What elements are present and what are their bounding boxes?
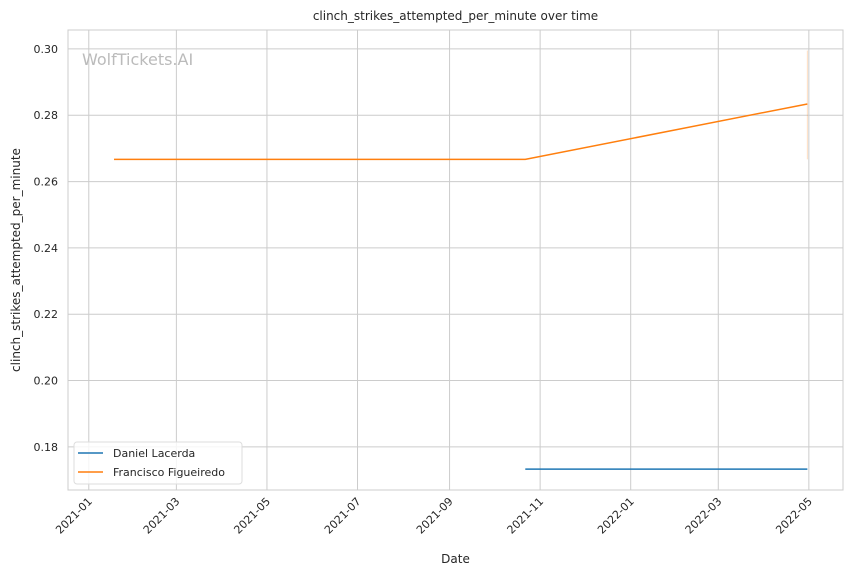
x-tick-label: 2021-09 [414, 495, 456, 537]
x-tick-label: 2021-01 [53, 495, 95, 537]
chart-title: clinch_strikes_attempted_per_minute over… [313, 9, 598, 23]
x-tick-label: 2022-05 [773, 495, 815, 537]
x-tick-label: 2022-03 [683, 495, 725, 537]
y-tick-label: 0.30 [34, 43, 59, 56]
y-tick-label: 0.20 [34, 375, 59, 388]
y-tick-label: 0.26 [34, 176, 59, 189]
y-tick-label: 0.22 [34, 308, 59, 321]
x-tick-label: 2021-11 [505, 495, 547, 537]
y-tick-label: 0.18 [34, 441, 59, 454]
series-line-1 [114, 103, 808, 161]
y-axis-label: clinch_strikes_attempted_per_minute [9, 148, 23, 372]
legend-label: Daniel Lacerda [113, 447, 195, 460]
legend-label: Francisco Figueiredo [113, 466, 225, 479]
x-tick-label: 2022-01 [595, 495, 637, 537]
x-tick-label: 2021-05 [231, 495, 273, 537]
legend-box [73, 441, 243, 485]
watermark: WolfTickets.AI [82, 50, 193, 69]
plot-frame [67, 29, 844, 491]
x-axis-label: Date [441, 552, 470, 566]
y-tick-label: 0.24 [34, 242, 59, 255]
x-tick-label: 2021-07 [322, 495, 364, 537]
y-tick-label: 0.28 [34, 109, 59, 122]
x-tick-label: 2021-03 [141, 495, 183, 537]
